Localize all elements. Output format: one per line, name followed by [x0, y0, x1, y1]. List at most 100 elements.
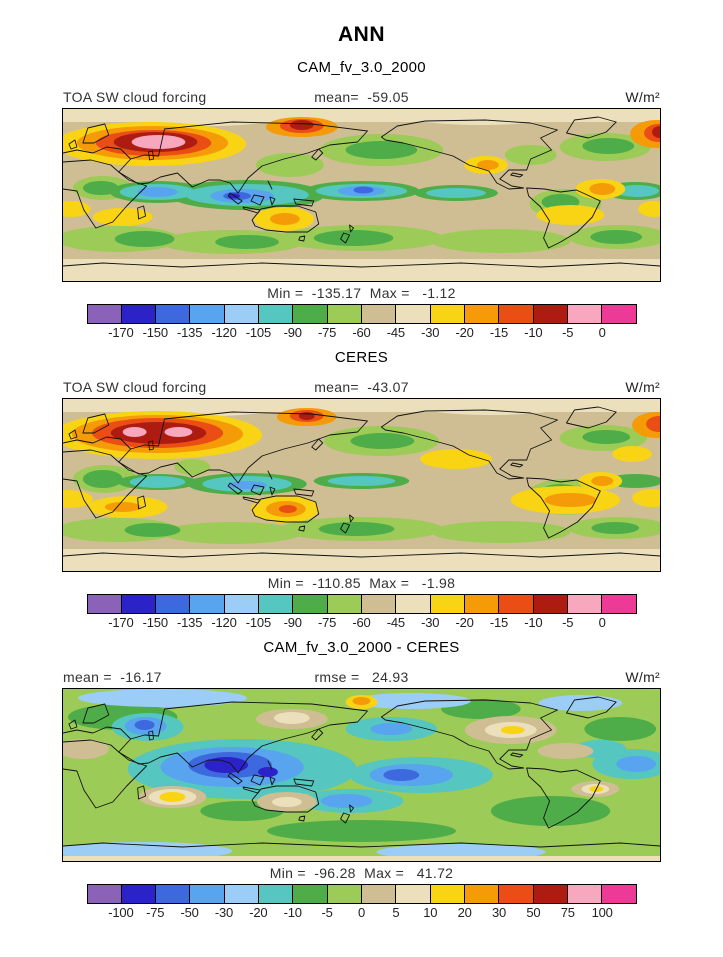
obs-panel: TOA SW cloud forcing mean= -43.07 W/m² [0, 379, 723, 630]
colorbar-cell [155, 884, 191, 904]
obs-panel-header: TOA SW cloud forcing mean= -43.07 W/m² [63, 379, 660, 396]
colorbar-cell [463, 884, 500, 904]
colorbar-cell [292, 304, 328, 324]
colorbar-labels: -100 -75 -50 -30 -20 -10 -5 0 5 10 20 30 50 75 100 [87, 905, 637, 920]
colorbar-cell [498, 594, 534, 614]
colorbar-tick-label: -75 [146, 905, 165, 920]
colorbar-tick-label: -170 [108, 615, 134, 630]
units-label: W/m² [625, 89, 660, 105]
colorbar-tick-label: -10 [524, 325, 543, 340]
colorbar-cells [86, 884, 637, 904]
colorbar-cell [223, 594, 260, 614]
colorbar-tick-label: -15 [489, 325, 509, 340]
obs-case-title: CERES [334, 349, 389, 366]
diff-colorbar: -100 -75 -50 -30 -20 -10 -5 0 5 10 20 30 50 75 100 [86, 884, 637, 920]
colorbar-cell [120, 594, 157, 614]
units-label: W/m² [625, 669, 660, 685]
season-title: ANN [338, 23, 385, 46]
colorbar-cell [326, 304, 362, 324]
diff-map [62, 688, 661, 862]
colorbar-cell [189, 304, 225, 324]
colorbar-tick-label: -10 [524, 615, 543, 630]
colorbar-cell [532, 594, 568, 614]
colorbar-cell [601, 594, 637, 614]
colorbar-tick-label: -135 [177, 615, 203, 630]
mean-value-label: mean= -43.07 [314, 379, 409, 395]
colorbar-cell [463, 304, 500, 324]
colorbar-cell [429, 304, 465, 324]
colorbar-tick-label: -135 [177, 325, 203, 340]
units-label: W/m² [625, 379, 660, 395]
model-contour-field [63, 109, 660, 281]
colorbar-tick-label: 30 [491, 905, 507, 920]
colorbar-tick-label: 0 [357, 905, 366, 920]
colorbar-tick-label: -30 [421, 615, 440, 630]
colorbar-labels: -170 -150 -135 -120 -105 -90 -75 -60 -45 -30 -20 -1… [87, 325, 637, 340]
minmax-label: Min = -135.17 Max = -1.12 [267, 285, 456, 301]
colorbar-tick-label: -75 [318, 325, 337, 340]
colorbar-cell [258, 884, 294, 904]
colorbar-cell [223, 884, 260, 904]
model-map [62, 108, 661, 282]
diff-contour-field [63, 689, 660, 861]
colorbar-tick-label: 0 [598, 615, 606, 630]
colorbar-cell [86, 884, 122, 904]
colorbar-cell [566, 884, 603, 904]
obs-map-svg [63, 399, 660, 571]
colorbar-tick-label: -20 [455, 615, 474, 630]
colorbar-cell [189, 594, 225, 614]
colorbar-cell [361, 594, 397, 614]
colorbar-tick-label: -20 [455, 325, 474, 340]
variable-label: TOA SW cloud forcing [63, 89, 207, 105]
colorbar-cell [601, 304, 637, 324]
colorbar-cell [258, 594, 294, 614]
obs-colorbar: -170 -150 -135 -120 -105 -90 -75 -60 -45 -30 -20 -1… [86, 594, 637, 630]
colorbar-cell [429, 594, 465, 614]
colorbar-cell [498, 884, 534, 904]
colorbar-tick-label: -5 [562, 325, 574, 340]
colorbar-tick-label: -5 [562, 615, 574, 630]
colorbar-cell [566, 304, 603, 324]
colorbar-cell [463, 594, 500, 614]
colorbar-tick-label: 20 [457, 905, 472, 920]
colorbar-tick-label: -30 [421, 325, 440, 340]
colorbar-tick-label: -20 [249, 905, 268, 920]
model-panel-header: TOA SW cloud forcing mean= -59.05 W/m² [63, 89, 660, 106]
diff-panel: mean = -16.17 rmse = 24.93 W/m² [0, 669, 723, 920]
colorbar-cell [395, 304, 431, 324]
diff-map-svg [63, 689, 660, 861]
mean-value-label: mean= -59.05 [314, 89, 409, 105]
colorbar-tick-label: 100 [591, 905, 613, 920]
mean-value-label: mean = -16.17 [63, 669, 162, 685]
colorbar-cell [258, 304, 294, 324]
colorbar-tick-label: 5 [392, 905, 400, 920]
minmax-label: Min = -110.85 Max = -1.98 [267, 575, 456, 591]
colorbar-cell [429, 884, 465, 904]
colorbar-cell [189, 884, 225, 904]
amwg-diagnostic-page: ANN CAM_fv_3.0_2000 TOA SW cloud forcing… [0, 22, 723, 957]
colorbar-cell [86, 594, 122, 614]
colorbar-cells [86, 304, 637, 324]
colorbar-tick-label: -90 [283, 325, 302, 340]
diff-panel-header: mean = -16.17 rmse = 24.93 W/m² [63, 669, 660, 686]
model-colorbar: -170 -150 -135 -120 -105 -90 -75 -60 -45 -30 -20 -1… [86, 304, 637, 340]
colorbar-cell [120, 884, 157, 904]
colorbar-tick-label: -60 [352, 325, 371, 340]
colorbar-tick-label: -120 [211, 615, 237, 630]
colorbar-tick-label: 50 [526, 905, 541, 920]
colorbar-cell [326, 594, 362, 614]
colorbar-tick-label: -90 [283, 615, 302, 630]
obs-contour-field [63, 399, 660, 571]
colorbar-cell [601, 884, 637, 904]
colorbar-cell [86, 304, 122, 324]
colorbar-tick-label: 75 [560, 905, 575, 920]
colorbar-tick-label: 10 [423, 905, 438, 920]
obs-map [62, 398, 661, 572]
colorbar-cell [498, 304, 534, 324]
colorbar-cell [532, 884, 568, 904]
diff-case-title: CAM_fv_3.0_2000 - CERES [263, 639, 460, 656]
rmse-value-label: rmse = 24.93 [314, 669, 409, 685]
colorbar-cell [326, 884, 362, 904]
colorbar-tick-label: -5 [321, 905, 333, 920]
colorbar-cell [120, 304, 157, 324]
